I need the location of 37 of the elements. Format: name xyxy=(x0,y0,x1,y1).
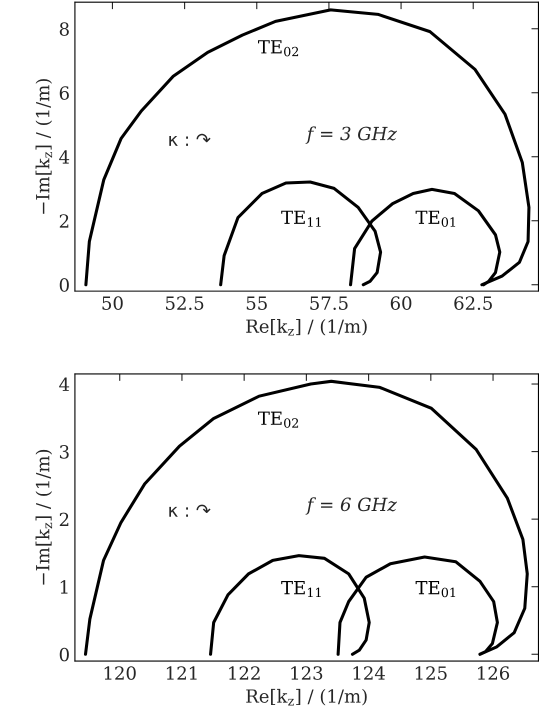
x-tick-label: 62.5 xyxy=(454,296,492,310)
x-tick-label: 124 xyxy=(354,666,385,680)
y-tick-label: 0 xyxy=(60,648,69,662)
series-label: TE$_{01}$ xyxy=(416,210,456,227)
y-axis-title: −Im[k$_{z}$] / (1/m) xyxy=(36,79,52,214)
y-tick-label: 4 xyxy=(59,150,70,164)
series-label: TE$_{11}$ xyxy=(281,210,321,227)
series-label: TE$_{01}$ xyxy=(416,581,456,598)
x-axis-title: Re[k$_{z}$] / (1/m) xyxy=(246,688,367,706)
x-tick-label: 120 xyxy=(104,666,136,680)
annotation: f = 6 GHz xyxy=(306,497,397,515)
x-tick-label: 122 xyxy=(229,666,260,680)
annotation: f = 3 GHz xyxy=(306,126,397,144)
x-tick-label: 125 xyxy=(416,666,447,680)
series-label: TE$_{02}$ xyxy=(258,40,298,56)
y-tick-label: 4 xyxy=(59,377,70,391)
y-tick-label: 2 xyxy=(60,512,68,526)
y-tick-label: 6 xyxy=(60,86,69,100)
annotation: κ : ↷ xyxy=(169,134,211,146)
x-tick-label: 123 xyxy=(291,666,322,680)
y-axis-title: −Im[k$_{z}$] / (1/m) xyxy=(36,450,52,585)
x-tick-label: 55 xyxy=(246,296,267,310)
x-tick-label: 126 xyxy=(478,666,510,680)
series-label: TE$_{02}$ xyxy=(258,412,298,428)
y-tick-label: 0 xyxy=(60,278,69,292)
y-tick-label: 2 xyxy=(60,214,68,228)
x-tick-label: 50 xyxy=(102,296,123,310)
annotation: κ : ↷ xyxy=(169,504,211,517)
y-tick-label: 3 xyxy=(60,445,69,459)
x-axis-title: Re[k$_{z}$] / (1/m) xyxy=(246,319,367,336)
x-tick-label: 121 xyxy=(166,666,197,680)
x-tick-label: 52.5 xyxy=(166,296,204,310)
x-tick-label: 60 xyxy=(390,296,412,310)
series-label: TE$_{11}$ xyxy=(281,581,321,598)
y-tick-label: 1 xyxy=(60,580,68,594)
x-tick-label: 57.5 xyxy=(310,296,348,310)
y-tick-label: 8 xyxy=(60,22,69,36)
